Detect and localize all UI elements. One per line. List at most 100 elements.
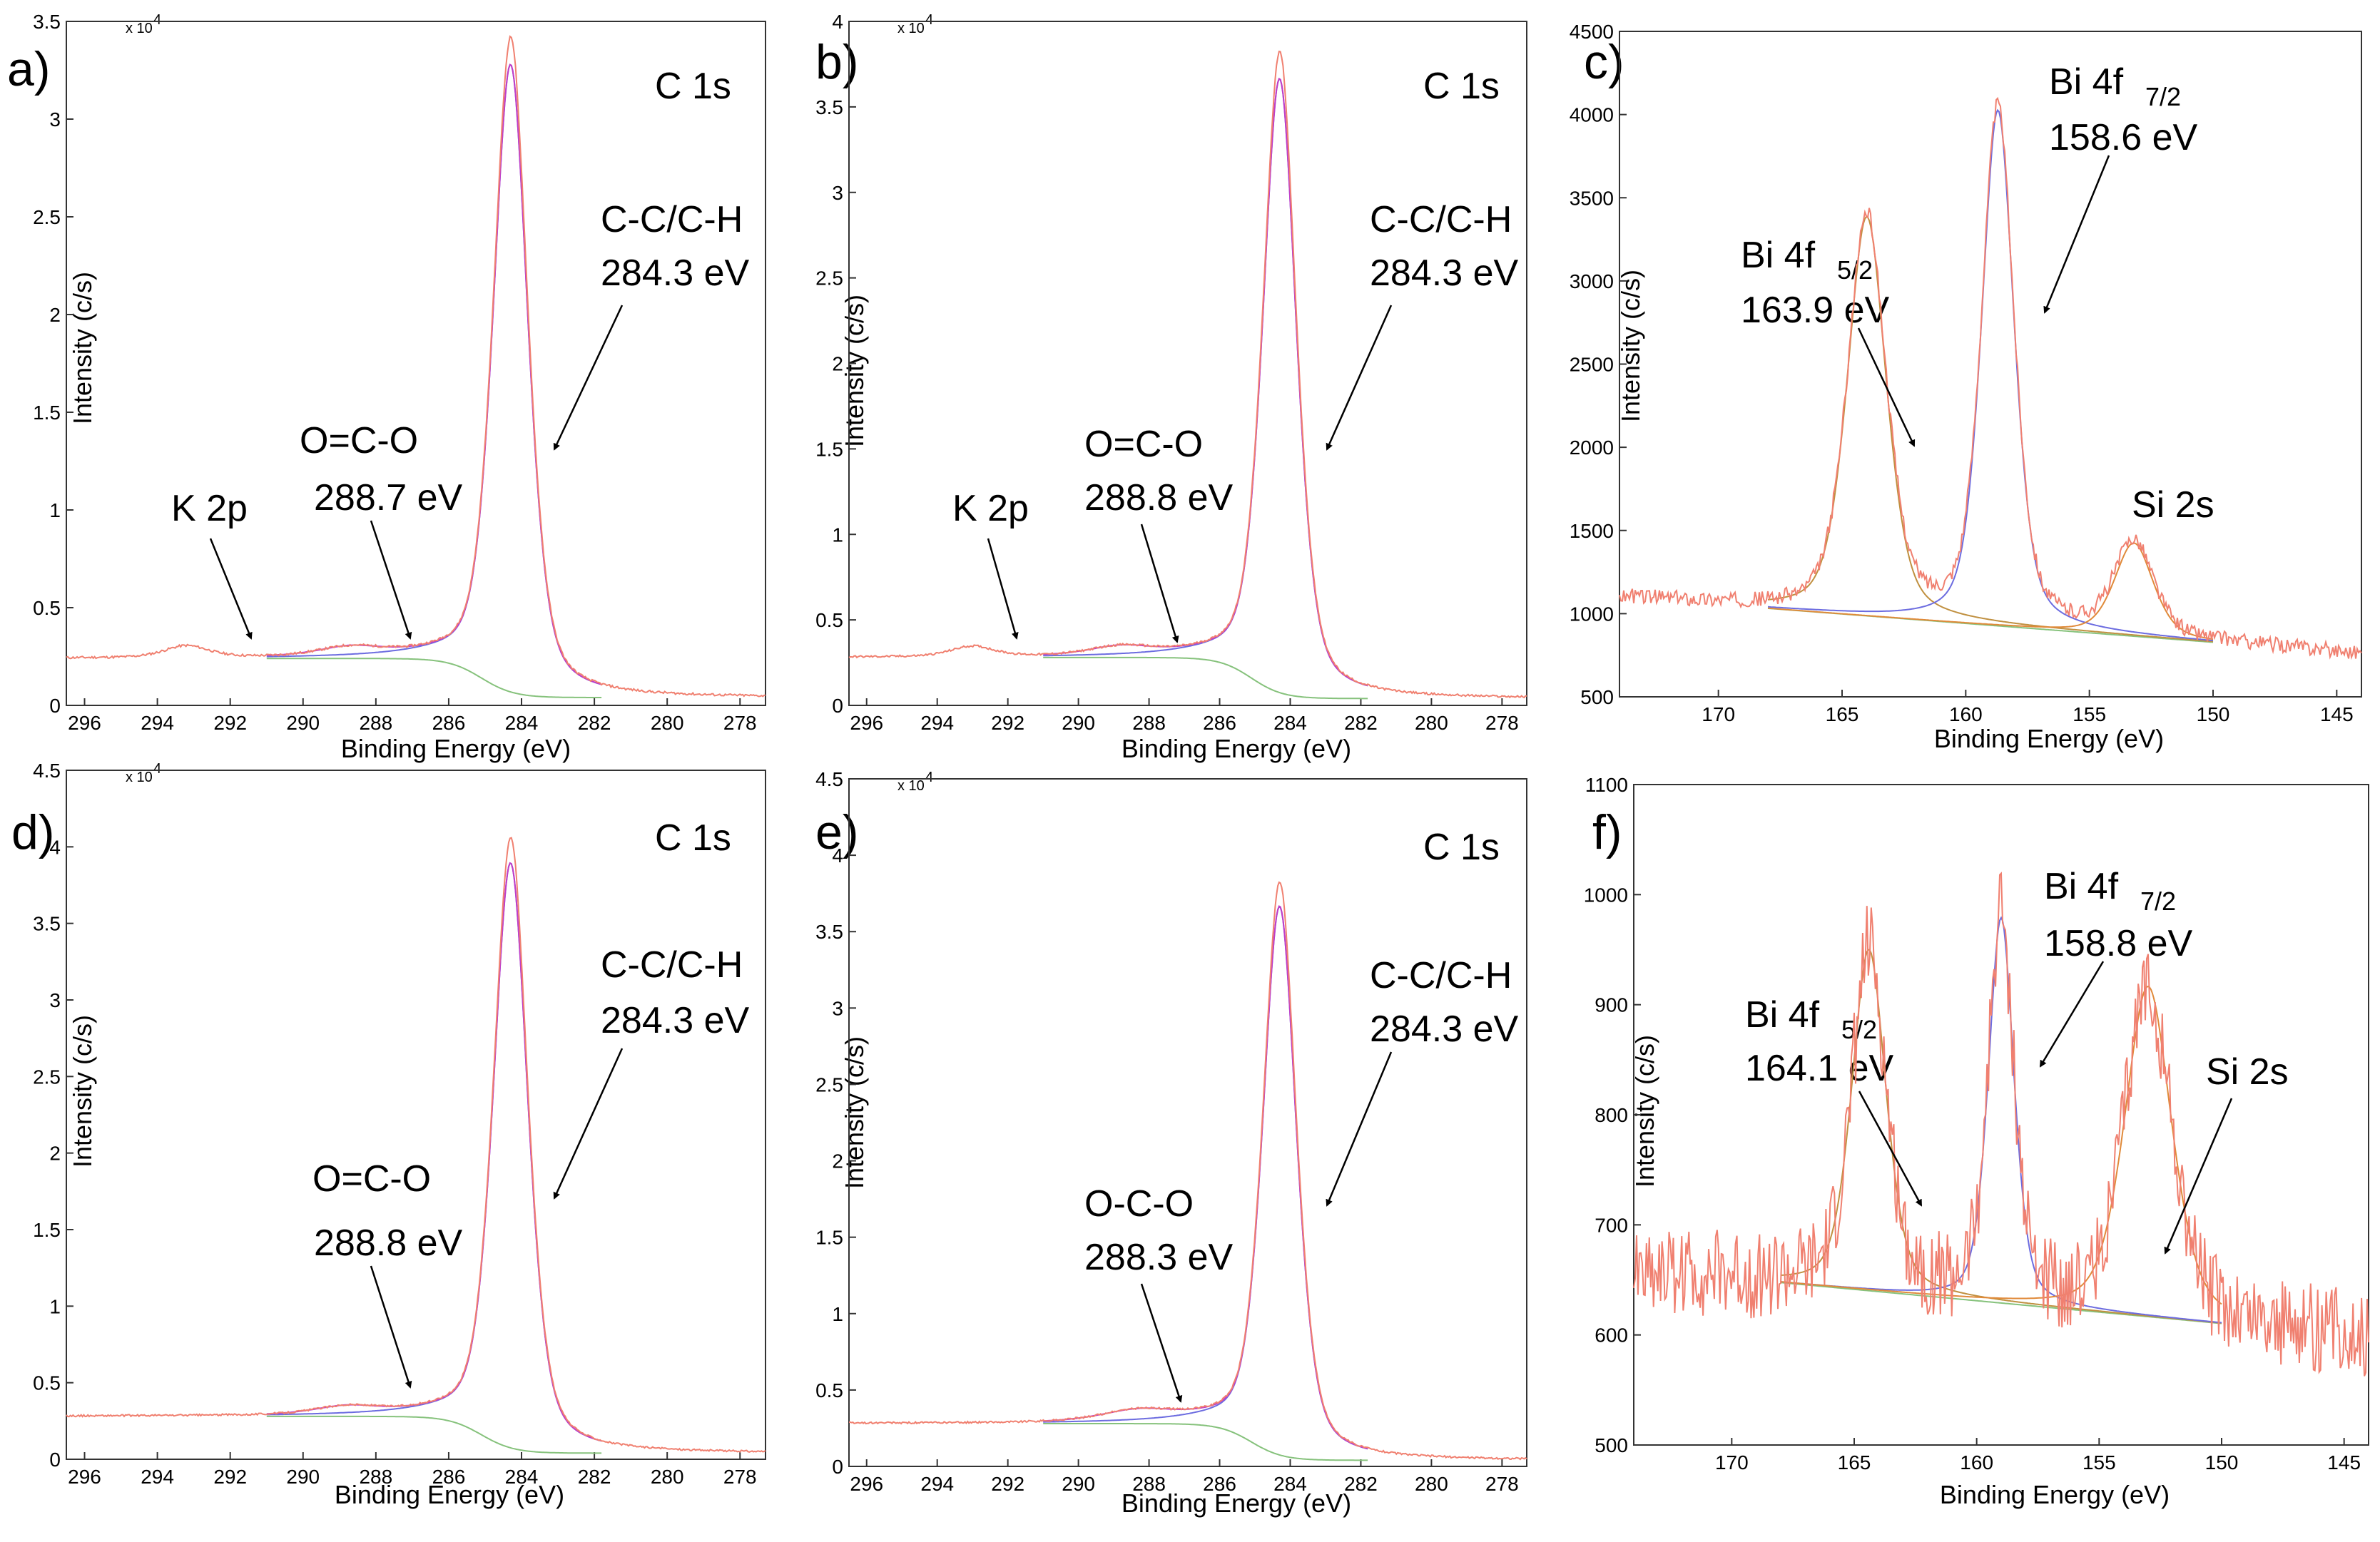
x-tick-label: 290 [286, 712, 320, 734]
x-tick-label: 280 [651, 1466, 684, 1488]
x-tick-label: 286 [1203, 1473, 1236, 1495]
y-tick-label: 1.5 [33, 1219, 61, 1241]
x-tick-label: 288 [359, 712, 392, 734]
x-tick-label: 160 [1949, 703, 1983, 725]
chart-title: C 1s [655, 817, 731, 859]
y-scale-label: x 10 [897, 21, 925, 36]
plot-frame [66, 770, 766, 1460]
y-tick-label: 2.5 [815, 267, 843, 290]
y-tick-label: 1.5 [815, 1227, 843, 1249]
y-tick-label: 3500 [1570, 187, 1614, 209]
annotation-label: O=C-O [300, 420, 418, 461]
annotation-energy: 288.3 eV [1084, 1237, 1233, 1278]
annotation-arrow [2043, 155, 2110, 314]
y-tick-label: 1000 [1584, 884, 1628, 906]
y-tick-label: 0.5 [815, 609, 843, 631]
y-tick-label: 3 [49, 989, 61, 1011]
annotation-label: C-C/C-H [601, 199, 743, 240]
annotation-label: O-C-O [1084, 1183, 1194, 1225]
y-tick-label: 1 [49, 1295, 61, 1317]
raw-spectrum-line [1633, 872, 2369, 1377]
annotation-label: Bi 4f [1745, 994, 1820, 1036]
background-line [266, 1415, 602, 1454]
x-axis-label: Binding Energy (eV) [335, 1480, 564, 1509]
y-tick-label: 4 [49, 836, 61, 858]
background-line [1043, 656, 1368, 700]
y-tick-label: 4.5 [33, 760, 61, 782]
x-tick-label: 290 [1062, 1473, 1095, 1495]
annotation-subscript: 5/2 [1841, 1015, 1877, 1044]
panel-c: c) Bi 4f 7/2 158.6 eV Bi 4f 5/2 163.9 eV… [1570, 21, 2362, 753]
component-peak-line [266, 63, 602, 685]
x-tick-label: 284 [505, 712, 539, 734]
annotation-label: Bi 4f [1741, 235, 1816, 276]
annotation-arrow [1858, 1091, 1923, 1207]
chart-title: C 1s [655, 66, 731, 107]
y-scale-label: x 10 [126, 770, 153, 785]
raw-spectrum-line [848, 50, 1527, 699]
x-tick-label: 296 [68, 712, 101, 734]
y-tick-label: 2.5 [33, 206, 61, 228]
fit-envelope-line [266, 862, 602, 1442]
y-tick-label: 2 [49, 1143, 61, 1165]
y-axis-label: Intensity (c/s) [1616, 270, 1645, 422]
annotation-label: K 2p [952, 488, 1029, 529]
panel-label: f) [1592, 805, 1622, 859]
annotation-energy: 163.9 eV [1741, 290, 1889, 331]
x-axis-label: Binding Energy (eV) [1940, 1480, 2170, 1509]
annotation-arrow [1326, 305, 1393, 451]
x-tick-label: 284 [1273, 712, 1307, 734]
bi-4f52-peak-line [1780, 949, 2222, 1324]
plot-frame [66, 21, 766, 706]
x-tick-label: 282 [578, 1466, 611, 1488]
x-tick-label: 296 [850, 1473, 883, 1495]
annotation-label: C-C/C-H [1370, 199, 1512, 240]
component-peak-line [1043, 78, 1368, 687]
y-tick-label: 2 [832, 1150, 843, 1173]
y-scale-label: x 10 [897, 778, 925, 794]
x-tick-label: 288 [359, 1466, 392, 1488]
y-tick-label: 4 [832, 11, 843, 33]
y-tick-label: 2500 [1570, 354, 1614, 376]
y-tick-label: 2 [832, 353, 843, 375]
annotation-label: C-C/C-H [601, 944, 743, 986]
x-axis-label: Binding Energy (eV) [1934, 724, 2164, 753]
y-tick-label: 3 [832, 182, 843, 204]
x-tick-label: 165 [1826, 703, 1859, 725]
y-tick-label: 4500 [1570, 21, 1614, 43]
y-tick-label: 3.5 [815, 96, 843, 118]
x-tick-label: 282 [1344, 712, 1378, 734]
x-axis-label: Binding Energy (eV) [341, 734, 571, 763]
y-tick-label: 1.5 [815, 438, 843, 460]
raw-spectrum-line [66, 837, 766, 1453]
raw-spectrum-line [66, 35, 766, 698]
x-tick-label: 294 [920, 712, 954, 734]
y-tick-label: 1 [832, 1303, 843, 1325]
panel-b: b) C 1s K 2p O=C-O 288.8 eV C-C/C-H 284.… [815, 11, 1527, 763]
x-tick-label: 170 [1715, 1451, 1749, 1474]
y-tick-label: 0.5 [33, 597, 61, 619]
raw-spectrum-line [849, 881, 1527, 1461]
y-tick-label: 1 [832, 524, 843, 546]
y-tick-label: 2 [49, 304, 61, 326]
annotation-energy: 164.1 eV [1745, 1048, 1893, 1089]
y-tick-label: 1100 [1585, 774, 1628, 796]
x-tick-label: 286 [1203, 712, 1236, 734]
panel-label: e) [815, 805, 858, 859]
x-tick-label: 145 [2320, 703, 2354, 725]
chart-title: C 1s [1423, 66, 1500, 107]
x-tick-label: 294 [141, 1466, 174, 1488]
panel-f: f) Bi 4f 7/2 158.8 eV Bi 4f 5/2 164.1 eV… [1584, 774, 2369, 1509]
y-axis-label: Intensity (c/s) [68, 1015, 97, 1168]
y-axis-label: Intensity (c/s) [68, 272, 97, 424]
annotation-arrow [2039, 961, 2105, 1068]
x-tick-label: 284 [1273, 1473, 1307, 1495]
y-tick-label: 1.5 [33, 402, 61, 424]
annotation-label: Si 2s [2132, 484, 2214, 526]
x-tick-label: 286 [432, 1466, 466, 1488]
y-tick-label: 700 [1595, 1214, 1628, 1236]
annotation-arrow [553, 1048, 624, 1200]
x-tick-label: 160 [1960, 1451, 1993, 1474]
annotation-arrow [553, 305, 624, 451]
chart-title: C 1s [1423, 827, 1500, 868]
